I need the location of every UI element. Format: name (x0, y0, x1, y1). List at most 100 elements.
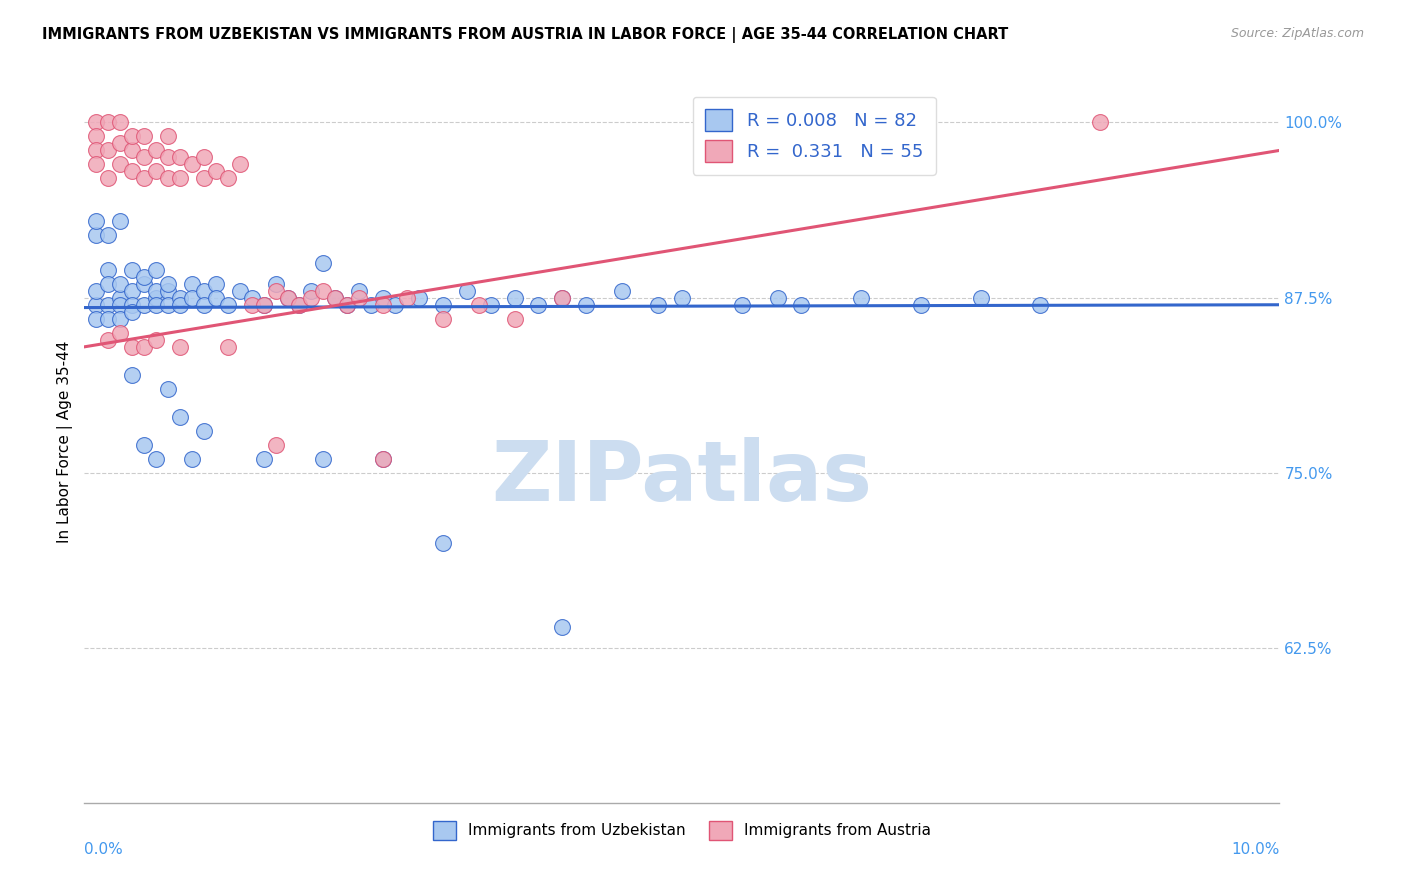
Point (301, 284, 323, 298)
Point (277, 291, 299, 305)
Point (157, 151, 180, 165)
Point (132, 129, 156, 144)
Point (157, 171, 180, 186)
Point (121, 298, 143, 312)
Point (121, 340, 143, 354)
Point (86, 284, 108, 298)
Point (157, 298, 180, 312)
Point (432, 536, 454, 550)
Point (110, 277, 132, 291)
Point (396, 291, 419, 305)
Point (527, 298, 550, 312)
Point (253, 298, 276, 312)
Point (551, 291, 574, 305)
Point (121, 164, 143, 178)
Point (288, 298, 311, 312)
Point (97, 277, 120, 291)
Point (205, 291, 228, 305)
Point (373, 298, 395, 312)
Point (132, 269, 156, 284)
Point (228, 284, 252, 298)
Point (228, 157, 252, 171)
Point (169, 291, 191, 305)
Point (336, 298, 359, 312)
Legend: Immigrants from Uzbekistan, Immigrants from Austria: Immigrants from Uzbekistan, Immigrants f… (427, 815, 936, 846)
Point (193, 151, 215, 165)
Point (121, 305, 143, 319)
Point (132, 151, 156, 165)
Point (551, 291, 574, 305)
Point (110, 213, 132, 227)
Point (110, 157, 132, 171)
Point (1090, 115, 1112, 129)
Point (384, 298, 406, 312)
Text: 0.0%: 0.0% (84, 842, 124, 856)
Point (240, 291, 263, 305)
Point (503, 311, 526, 326)
Point (264, 438, 287, 452)
Point (671, 291, 693, 305)
Point (277, 291, 299, 305)
Point (86, 227, 108, 242)
Point (121, 368, 143, 382)
Point (169, 298, 191, 312)
Point (121, 144, 143, 158)
Point (121, 262, 143, 277)
Point (432, 298, 454, 312)
Point (910, 298, 932, 312)
Point (97, 333, 120, 347)
Point (373, 452, 395, 467)
Point (110, 311, 132, 326)
Text: 10.0%: 10.0% (1232, 842, 1279, 856)
Point (181, 157, 204, 171)
Point (110, 298, 132, 312)
Point (503, 291, 526, 305)
Point (766, 291, 789, 305)
Point (612, 284, 634, 298)
Point (264, 277, 287, 291)
Point (97, 115, 120, 129)
Point (970, 291, 993, 305)
Point (479, 298, 502, 312)
Point (851, 291, 873, 305)
Point (790, 298, 813, 312)
Point (193, 424, 215, 438)
Point (110, 115, 132, 129)
Point (193, 298, 215, 312)
Point (253, 452, 276, 467)
Point (86, 115, 108, 129)
Y-axis label: In Labor Force | Age 35-44: In Labor Force | Age 35-44 (58, 341, 73, 542)
Text: Source: ZipAtlas.com: Source: ZipAtlas.com (1230, 27, 1364, 40)
Point (145, 291, 167, 305)
Point (157, 284, 180, 298)
Point (551, 620, 574, 634)
Point (349, 284, 371, 298)
Point (731, 298, 754, 312)
Point (86, 298, 108, 312)
Point (86, 213, 108, 227)
Point (312, 452, 335, 467)
Point (336, 298, 359, 312)
Point (288, 298, 311, 312)
Point (132, 438, 156, 452)
Point (121, 284, 143, 298)
Point (432, 311, 454, 326)
Point (217, 340, 239, 354)
Point (86, 144, 108, 158)
Point (217, 298, 239, 312)
Point (86, 129, 108, 144)
Point (97, 298, 120, 312)
Point (110, 291, 132, 305)
Point (97, 171, 120, 186)
Point (647, 298, 669, 312)
Point (132, 171, 156, 186)
Point (253, 298, 276, 312)
Point (301, 291, 323, 305)
Point (132, 277, 156, 291)
Point (86, 311, 108, 326)
Text: IMMIGRANTS FROM UZBEKISTAN VS IMMIGRANTS FROM AUSTRIA IN LABOR FORCE | AGE 35-44: IMMIGRANTS FROM UZBEKISTAN VS IMMIGRANTS… (42, 27, 1008, 43)
Point (312, 255, 335, 269)
Point (264, 284, 287, 298)
Point (86, 157, 108, 171)
Point (132, 298, 156, 312)
